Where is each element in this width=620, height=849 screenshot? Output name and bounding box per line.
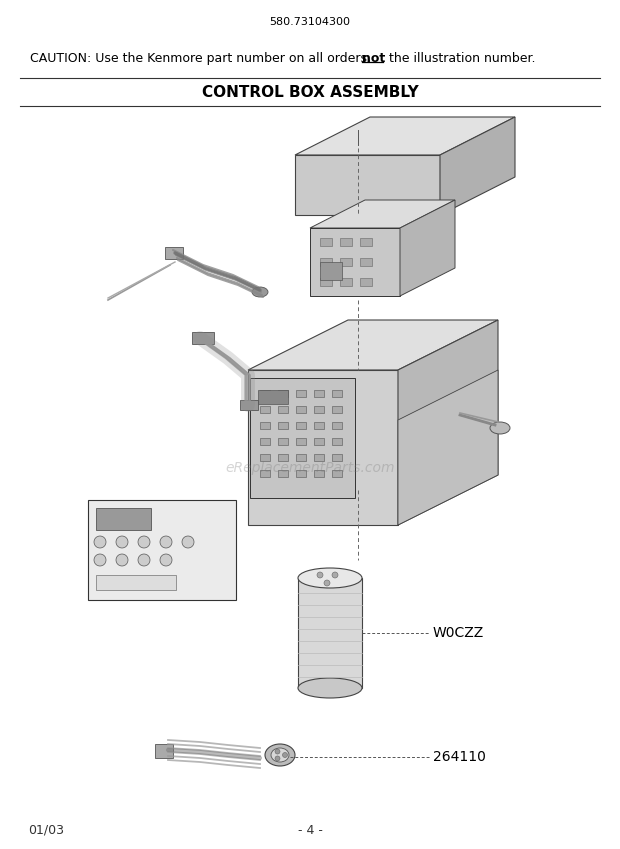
Ellipse shape — [265, 744, 295, 766]
Bar — [314, 390, 324, 397]
Bar — [155, 744, 173, 758]
Bar — [340, 278, 352, 286]
Bar — [278, 390, 288, 397]
Circle shape — [283, 752, 288, 757]
Circle shape — [116, 554, 128, 566]
Bar — [260, 406, 270, 413]
Ellipse shape — [298, 678, 362, 698]
Circle shape — [332, 572, 338, 578]
Bar — [296, 390, 306, 397]
Polygon shape — [400, 200, 455, 296]
Bar — [360, 278, 372, 286]
Circle shape — [116, 536, 128, 548]
Bar — [332, 438, 342, 445]
Circle shape — [317, 572, 323, 578]
Bar — [296, 470, 306, 477]
Polygon shape — [398, 370, 498, 525]
Polygon shape — [295, 155, 440, 215]
Bar — [340, 258, 352, 266]
Polygon shape — [440, 117, 515, 215]
Bar — [314, 422, 324, 429]
Text: 580.73104300: 580.73104300 — [270, 17, 350, 27]
Bar — [165, 247, 183, 259]
Circle shape — [94, 536, 106, 548]
Polygon shape — [310, 228, 400, 296]
Text: not: not — [362, 52, 385, 65]
Circle shape — [138, 554, 150, 566]
Bar — [296, 438, 306, 445]
Circle shape — [160, 536, 172, 548]
Circle shape — [182, 536, 194, 548]
Bar — [260, 438, 270, 445]
Bar — [314, 406, 324, 413]
Circle shape — [160, 554, 172, 566]
Polygon shape — [295, 117, 515, 155]
Bar — [340, 238, 352, 246]
Bar — [332, 470, 342, 477]
Ellipse shape — [298, 568, 362, 588]
Bar — [360, 238, 372, 246]
Polygon shape — [248, 370, 398, 525]
Polygon shape — [298, 578, 362, 688]
Bar — [314, 470, 324, 477]
Bar — [360, 258, 372, 266]
Text: the illustration number.: the illustration number. — [385, 52, 536, 65]
Polygon shape — [88, 500, 236, 600]
Bar — [260, 390, 270, 397]
Bar — [278, 454, 288, 461]
Bar — [240, 400, 258, 410]
Bar — [258, 390, 288, 404]
Circle shape — [275, 749, 280, 754]
Bar — [278, 438, 288, 445]
Bar — [332, 422, 342, 429]
Bar — [96, 508, 151, 530]
Text: CAUTION: Use the Kenmore part number on all orders,: CAUTION: Use the Kenmore part number on … — [30, 52, 375, 65]
Ellipse shape — [490, 422, 510, 434]
Bar — [278, 422, 288, 429]
Bar — [260, 422, 270, 429]
Polygon shape — [248, 320, 498, 370]
Bar — [314, 438, 324, 445]
Circle shape — [355, 125, 361, 131]
Text: 264110: 264110 — [433, 750, 486, 764]
Circle shape — [94, 554, 106, 566]
Bar — [332, 406, 342, 413]
Bar — [320, 258, 332, 266]
Bar — [260, 454, 270, 461]
Ellipse shape — [271, 748, 289, 762]
Text: - 4 -: - 4 - — [298, 824, 322, 836]
Bar — [278, 470, 288, 477]
Circle shape — [324, 580, 330, 586]
Ellipse shape — [252, 287, 268, 297]
Bar — [296, 406, 306, 413]
Bar — [320, 238, 332, 246]
Bar — [320, 262, 342, 280]
Bar — [192, 332, 214, 344]
Bar — [96, 575, 176, 590]
Bar — [296, 454, 306, 461]
Polygon shape — [250, 378, 355, 498]
Bar — [332, 454, 342, 461]
Circle shape — [275, 756, 280, 761]
Bar — [296, 422, 306, 429]
Polygon shape — [398, 320, 498, 525]
Bar — [314, 454, 324, 461]
Bar — [320, 278, 332, 286]
Polygon shape — [310, 200, 455, 228]
Text: W0CZZ: W0CZZ — [433, 626, 484, 640]
Bar — [332, 390, 342, 397]
Bar — [278, 406, 288, 413]
Bar — [260, 470, 270, 477]
Text: CONTROL BOX ASSEMBLY: CONTROL BOX ASSEMBLY — [202, 85, 418, 99]
Circle shape — [138, 536, 150, 548]
Text: 01/03: 01/03 — [28, 824, 64, 836]
Text: eReplacementParts.com: eReplacementParts.com — [225, 461, 395, 475]
